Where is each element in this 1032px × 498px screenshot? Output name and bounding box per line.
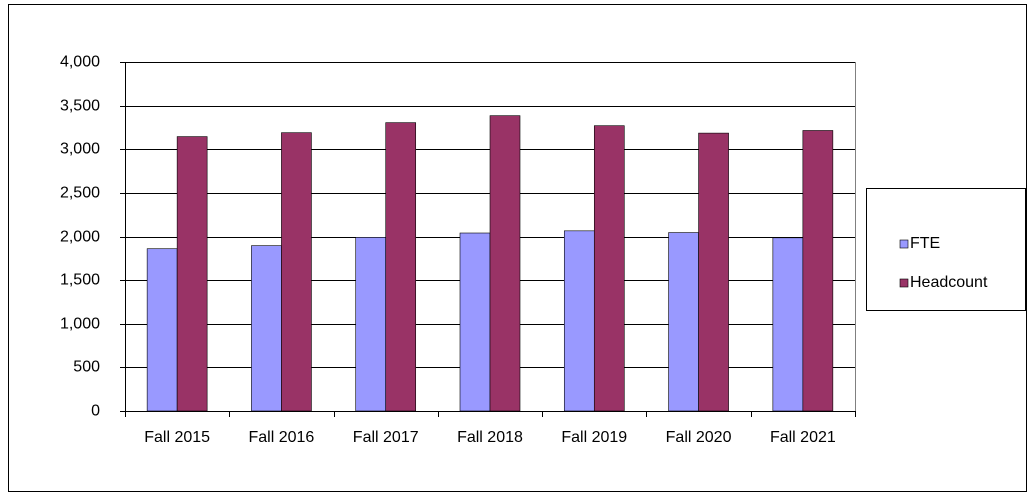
bar [355, 237, 387, 412]
bar [251, 245, 282, 412]
bar [563, 230, 595, 412]
legend-swatch [899, 239, 909, 249]
x-tick-label: Fall 2020 [666, 429, 732, 446]
x-tick-label: Fall 2019 [561, 429, 627, 446]
legend-label: FTE [910, 235, 940, 252]
y-tick-label: 500 [73, 359, 100, 376]
legend-label: Headcount [910, 274, 988, 291]
legend-swatch [899, 278, 909, 288]
y-tick-label: 0 [91, 403, 100, 420]
legend-box [866, 188, 1026, 311]
bar [802, 130, 834, 412]
x-tick-label: Fall 2021 [770, 429, 836, 446]
bar [698, 132, 729, 412]
bar [459, 232, 491, 412]
x-tick-label: Fall 2015 [144, 429, 210, 446]
bar [281, 132, 312, 412]
y-tick-label: 3,500 [60, 98, 100, 115]
bar [593, 125, 625, 412]
y-tick-label: 2,000 [60, 229, 100, 246]
x-tick-label: Fall 2016 [249, 429, 315, 446]
bar [176, 136, 208, 412]
y-tick-label: 2,500 [60, 185, 100, 202]
x-tick-label: Fall 2017 [353, 429, 419, 446]
y-tick-label: 1,000 [60, 316, 100, 333]
bar [772, 237, 804, 412]
x-tick-label: Fall 2018 [457, 429, 523, 446]
bar [668, 232, 699, 412]
bar [385, 122, 417, 412]
y-tick-label: 3,000 [60, 141, 100, 158]
y-tick-label: 4,000 [60, 54, 100, 71]
y-tick-label: 1,500 [60, 272, 100, 289]
bar [146, 248, 178, 412]
bar [489, 115, 521, 412]
